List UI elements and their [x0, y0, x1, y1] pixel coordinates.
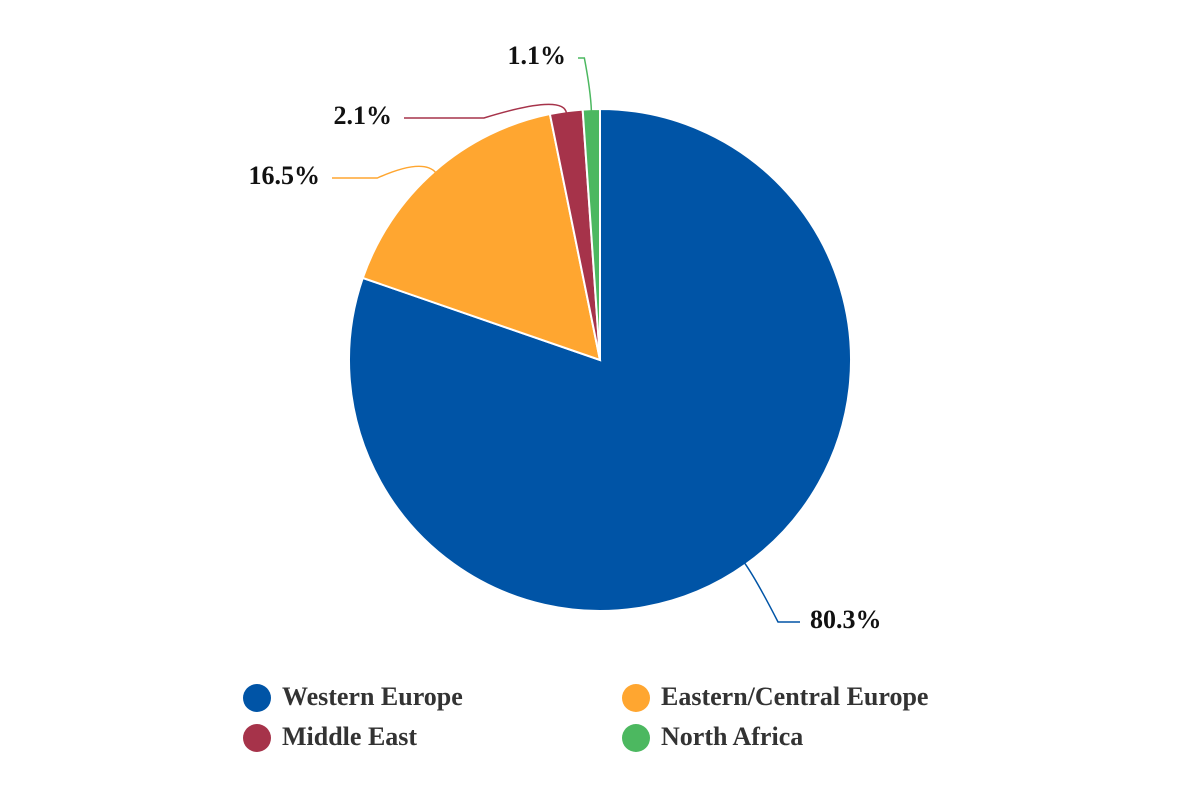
- legend-label: Middle East: [282, 722, 417, 751]
- legend-label: Eastern/Central Europe: [661, 682, 928, 711]
- leader-line: [332, 165, 437, 179]
- legend-label: Western Europe: [282, 682, 463, 711]
- leader-line: [578, 57, 593, 112]
- legend-marker: [243, 684, 271, 712]
- data-label: 2.1%: [334, 101, 393, 130]
- legend-marker: [622, 684, 650, 712]
- data-label: 1.1%: [508, 41, 567, 70]
- legend-label: North Africa: [661, 722, 803, 751]
- legend-marker: [622, 724, 650, 752]
- data-label: 80.3%: [810, 605, 882, 634]
- legend-marker: [243, 724, 271, 752]
- leader-line: [743, 562, 800, 623]
- data-label: 16.5%: [249, 161, 321, 190]
- leader-line: [404, 103, 568, 119]
